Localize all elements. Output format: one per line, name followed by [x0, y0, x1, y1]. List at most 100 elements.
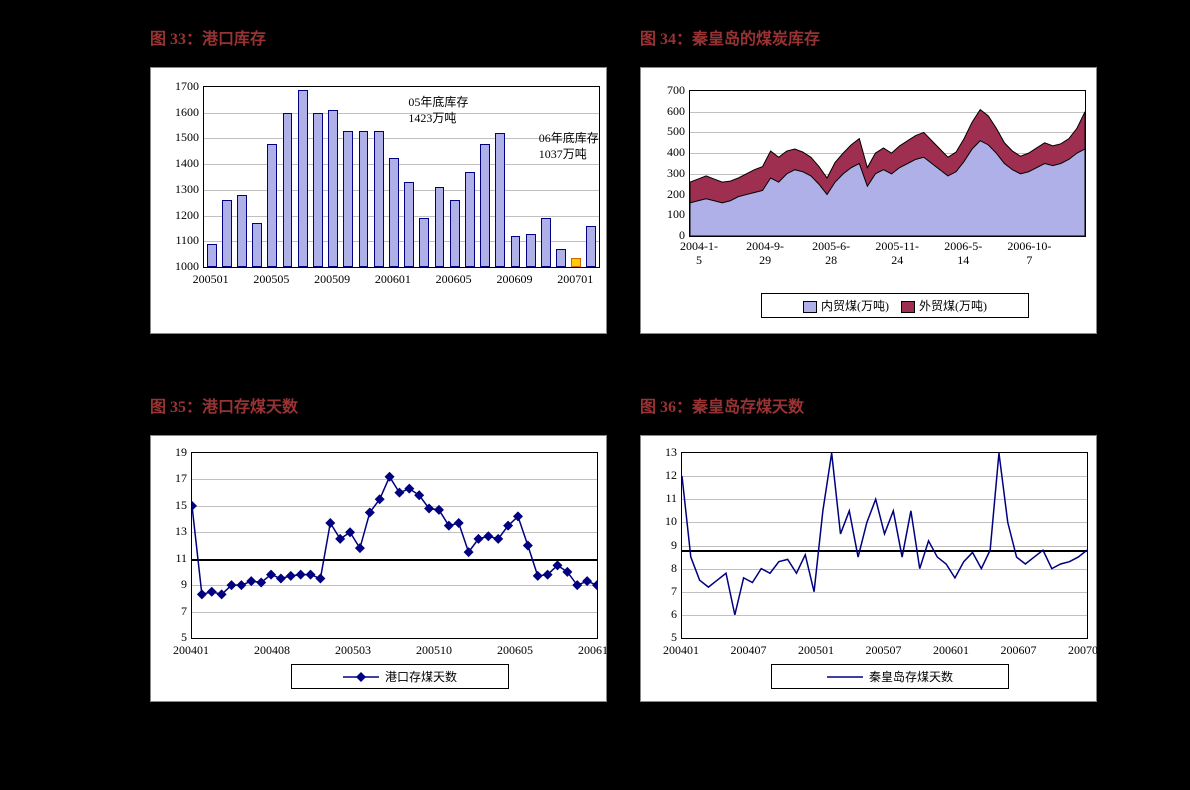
chart-36-plot	[681, 452, 1088, 639]
chart-33-bar	[359, 131, 369, 267]
chart-34-ytick: 200	[641, 187, 685, 202]
chart-35-marker	[592, 580, 597, 590]
chart-36-title: 图 36：秦皇岛存煤天数	[640, 393, 1097, 417]
chart-35-marker	[197, 589, 207, 599]
chart-35-marker	[454, 518, 464, 528]
chart-34-title: 图 34：秦皇岛的煤炭库存	[640, 25, 1097, 49]
chart-33-bar	[222, 200, 232, 267]
chart-34-legend-item: 内贸煤(万吨)	[803, 297, 889, 314]
chart-33-ytick: 1300	[151, 182, 199, 197]
chart-33-bar	[465, 172, 475, 267]
chart-35-marker	[483, 531, 493, 541]
chart-35-ytick: 15	[151, 498, 187, 513]
chart-35-ytick: 19	[151, 445, 187, 460]
chart-35-ytick: 11	[151, 551, 187, 566]
chart-33-bar	[328, 110, 338, 267]
chart-35-marker	[345, 527, 355, 537]
chart-33-ytick: 1200	[151, 208, 199, 223]
chart-35-marker	[306, 570, 316, 580]
chart-33-bar	[435, 187, 445, 267]
chart-35-ytick: 9	[151, 577, 187, 592]
chart-33-ytick: 1500	[151, 130, 199, 145]
chart-34-xtick: 2004-1-5	[664, 239, 734, 268]
chart-33-title: 图 33：港口库存	[150, 25, 607, 49]
chart-33-xtick: 200609	[496, 272, 532, 287]
chart-33-ytick: 1600	[151, 105, 199, 120]
chart-33-xtick: 200501	[193, 272, 229, 287]
chart-34-xtick: 2005-11-24	[862, 239, 932, 268]
chart-33-annotation: 06年底库存1037万吨	[539, 131, 599, 162]
chart-34-legend: 内贸煤(万吨) 外贸煤(万吨)	[761, 293, 1029, 318]
chart-34-xtick: 2006-5-14	[928, 239, 998, 268]
chart-34-ytick: 100	[641, 207, 685, 222]
chart-33-xtick: 200509	[314, 272, 350, 287]
chart-35-marker	[296, 570, 306, 580]
chart-34-xtick: 2004-9-29	[730, 239, 800, 268]
chart-33-bar	[419, 218, 429, 267]
chart-35-marker	[355, 543, 365, 553]
chart-36-ylabels: 5678910111213	[641, 436, 679, 701]
chart-33-bar	[283, 113, 293, 267]
chart-36-xtick: 200407	[731, 643, 767, 658]
chart-35-marker	[276, 574, 286, 584]
chart-36-ytick: 6	[641, 607, 677, 622]
chart-35-marker	[246, 576, 256, 586]
chart-33-bar	[374, 131, 384, 267]
chart-33-bar	[389, 158, 399, 267]
chart-33-box: 10001100120013001400150016001700 2005012…	[150, 67, 607, 334]
chart-33-bar	[571, 258, 581, 268]
chart-35-marker	[385, 472, 395, 482]
chart-35-ytick: 13	[151, 524, 187, 539]
chart-35-xtick: 200408	[254, 643, 290, 658]
chart-35-xtick: 200503	[335, 643, 371, 658]
chart-33-bar	[541, 218, 551, 267]
chart-36-xtick: 200401	[663, 643, 699, 658]
chart-34-xtick: 2006-10-7	[994, 239, 1064, 268]
chart-34-ytick: 400	[641, 145, 685, 160]
chart-34-ytick: 600	[641, 104, 685, 119]
chart-34-ytick: 700	[641, 83, 685, 98]
chart-36-ytick: 12	[641, 468, 677, 483]
chart-35-plot	[191, 452, 598, 639]
chart-34-xtick: 2005-6-28	[796, 239, 866, 268]
chart-33-ylabels: 10001100120013001400150016001700	[151, 68, 201, 333]
chart-33-cell: 图 33：港口库存 100011001200130014001500160017…	[150, 25, 607, 334]
chart-35-marker	[434, 505, 444, 515]
chart-35-marker	[315, 574, 325, 584]
chart-33-bar	[313, 113, 323, 267]
chart-34-plot	[689, 90, 1086, 237]
chart-36-legend: 秦皇岛存煤天数	[771, 664, 1009, 689]
chart-36-xtick: 200607	[1001, 643, 1037, 658]
chart-35-ylabels: 5791113151719	[151, 436, 189, 701]
chart-35-marker	[523, 541, 533, 551]
chart-33-bar	[207, 244, 217, 267]
chart-33-xtick: 200601	[375, 272, 411, 287]
chart-35-box: 5791113151719 20040120040820050320051020…	[150, 435, 607, 702]
chart-34-ytick: 500	[641, 124, 685, 139]
chart-35-marker	[404, 484, 414, 494]
chart-34-legend-item: 外贸煤(万吨)	[901, 297, 987, 314]
chart-34-ylabels: 0100200300400500600700	[641, 68, 687, 333]
chart-36-xtick: 200601	[933, 643, 969, 658]
chart-35-marker	[533, 571, 543, 581]
chart-35-marker	[286, 571, 296, 581]
chart-33-bar	[404, 182, 414, 267]
chart-35-marker	[394, 488, 404, 498]
chart-35-title: 图 35：港口存煤天数	[150, 393, 607, 417]
chart-36-ytick: 7	[641, 584, 677, 599]
chart-33-xtick: 200505	[253, 272, 289, 287]
chart-33-bar	[252, 223, 262, 267]
chart-34-ytick: 300	[641, 166, 685, 181]
chart-35-xtick: 200510	[416, 643, 452, 658]
chart-33-bar	[343, 131, 353, 267]
chart-33-bar	[237, 195, 247, 267]
chart-36-xtick: 200501	[798, 643, 834, 658]
chart-35-cell: 图 35：港口存煤天数 5791113151719 20040120040820…	[150, 393, 607, 702]
chart-35-marker	[207, 587, 217, 597]
chart-33-bar	[267, 144, 277, 267]
chart-35-ytick: 17	[151, 471, 187, 486]
chart-33-annotation: 05年底库存1423万吨	[408, 95, 468, 126]
chart-33-ytick: 1400	[151, 156, 199, 171]
chart-35-legend-item: 港口存煤天数	[343, 668, 457, 685]
chart-33-xtick: 200605	[436, 272, 472, 287]
